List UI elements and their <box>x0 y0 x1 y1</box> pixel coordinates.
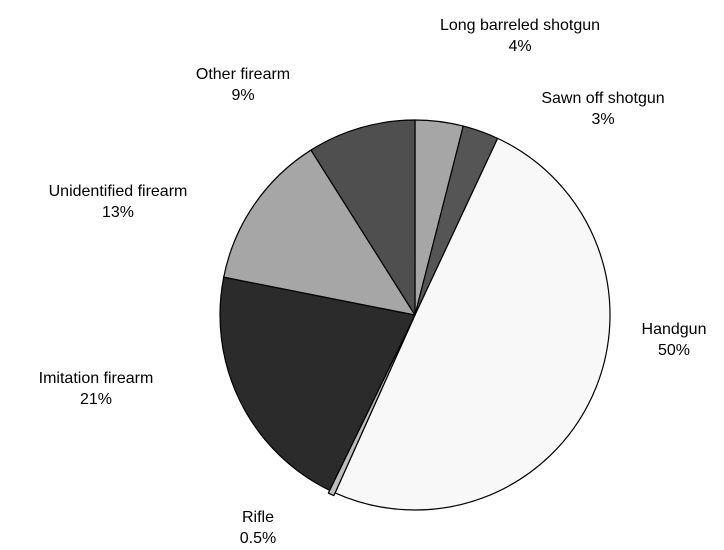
slice-value-rifle: 0.5% <box>240 530 276 547</box>
slice-value-other-firearm: 9% <box>231 87 254 104</box>
slice-label-rifle: Rifle <box>242 509 274 526</box>
pie-slice-imitation-firearm <box>219 276 416 491</box>
slice-label-unidentified-firearm: Unidentified firearm <box>49 183 188 200</box>
slice-label-handgun: Handgun <box>642 321 707 338</box>
pie-slice-handgun <box>334 137 611 511</box>
slice-label-other-firearm: Other firearm <box>196 66 290 83</box>
slice-value-handgun: 50% <box>658 342 690 359</box>
slice-value-sawn-off-shotgun: 3% <box>591 111 614 128</box>
slice-label-imitation-firearm: Imitation firearm <box>39 370 154 387</box>
slice-value-imitation-firearm: 21% <box>80 391 112 408</box>
slice-label-sawn-off-shotgun: Sawn off shotgun <box>541 90 664 107</box>
pie-slices <box>219 119 611 511</box>
pie-slice-other-firearm <box>310 119 416 316</box>
pie-slice-unidentified-firearm <box>223 149 416 316</box>
slice-label-long-barreled-shotgun: Long barreled shotgun <box>440 17 600 34</box>
slice-value-long-barreled-shotgun: 4% <box>508 38 531 55</box>
slice-value-unidentified-firearm: 13% <box>102 204 134 221</box>
pie-labels: Long barreled shotgun 4% Sawn off shotgun 3… <box>39 17 707 547</box>
